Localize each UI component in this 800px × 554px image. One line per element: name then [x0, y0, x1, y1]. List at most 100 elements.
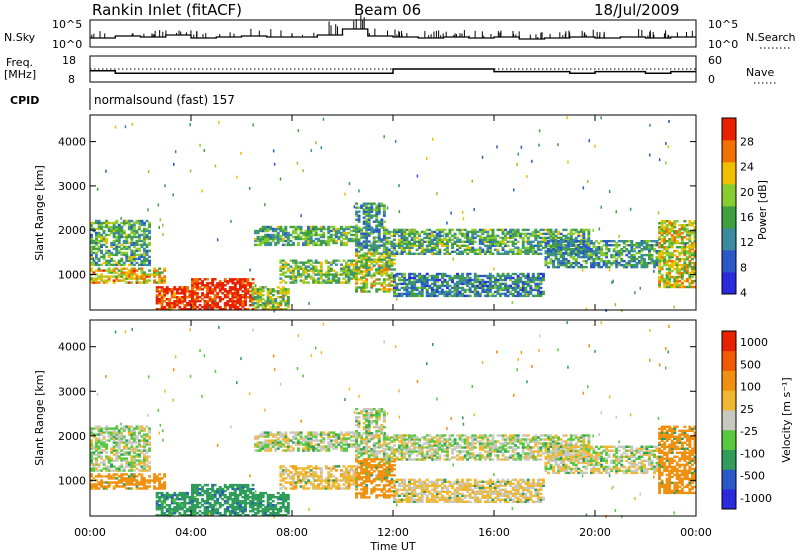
echo-cell	[206, 288, 209, 291]
echo-cell	[587, 228, 591, 232]
echo-cell	[100, 221, 103, 225]
echo-cell	[213, 306, 217, 309]
echo-cell	[410, 238, 414, 241]
echo-cell	[110, 435, 114, 438]
echo-cell	[438, 234, 442, 238]
echo-speck	[394, 139, 397, 143]
echo-cell	[160, 514, 164, 517]
echo-cell	[107, 275, 111, 278]
echo-cell	[478, 282, 482, 286]
echo-cell	[693, 242, 697, 245]
echo-cell	[387, 262, 391, 265]
echo-cell	[675, 277, 679, 281]
echo-cell	[660, 238, 664, 241]
echo-cell	[122, 447, 126, 450]
echo-cell	[254, 302, 257, 305]
echo-cell	[135, 261, 139, 265]
echo-cell	[468, 272, 472, 276]
echo-cell	[117, 223, 121, 227]
echo-cell	[688, 230, 692, 233]
echo-cell	[663, 236, 667, 239]
echo-cell	[206, 302, 209, 305]
echo-cell	[572, 238, 576, 241]
echo-cell	[663, 285, 667, 289]
echo-cell	[362, 274, 366, 277]
echo-cell	[438, 240, 442, 243]
echo-cell	[680, 226, 684, 229]
echo-cell	[693, 249, 697, 253]
echo-cell	[680, 242, 684, 245]
echo-cell	[526, 250, 530, 253]
echo-cell	[352, 265, 356, 268]
echo-cell	[90, 249, 93, 253]
echo-cell	[461, 272, 465, 276]
echo-cell	[380, 268, 384, 271]
echo-cell	[430, 290, 434, 294]
echo-cell	[281, 298, 285, 301]
echo-cell	[160, 308, 164, 311]
freq-tick-bottom: 8	[68, 73, 75, 86]
echo-cell	[115, 453, 119, 456]
echo-cell	[567, 244, 571, 247]
echo-cell	[410, 236, 414, 240]
echo-cell	[183, 491, 187, 495]
echo-cell	[622, 263, 626, 267]
echo-cell	[360, 282, 364, 285]
echo-cell	[572, 249, 576, 253]
echo-cell	[90, 233, 93, 237]
echo-cell	[163, 294, 167, 297]
echo-cell	[387, 274, 391, 277]
echo-cell	[140, 273, 144, 276]
echo-speck	[618, 234, 620, 238]
echo-cell	[127, 477, 131, 480]
echo-cell	[670, 228, 674, 231]
echo-cell	[461, 286, 465, 290]
echo-cell	[198, 483, 202, 487]
echo-cell	[466, 278, 470, 282]
echo-cell	[385, 266, 389, 269]
echo-cell	[435, 274, 439, 278]
echo-cell	[251, 308, 255, 311]
echo-cell	[186, 514, 189, 517]
echo-cell	[327, 231, 331, 235]
echo-cell	[175, 290, 179, 293]
echo-cell	[605, 244, 608, 247]
echo-cell	[473, 284, 477, 288]
echo-cell	[130, 241, 134, 245]
echo-cell	[425, 244, 429, 247]
echo-cell	[261, 294, 265, 297]
echo-cell	[670, 244, 674, 247]
echo-cell	[658, 251, 661, 255]
echo-cell	[635, 263, 639, 267]
echo-cell	[345, 241, 348, 245]
echo-cell	[105, 445, 109, 448]
echo-cell	[345, 243, 348, 247]
echo-cell	[441, 288, 444, 292]
echo-cell	[140, 469, 144, 472]
echo-cell	[105, 219, 109, 223]
echo-cell	[140, 451, 144, 454]
echo-cell	[355, 288, 358, 291]
echo-cell	[332, 273, 336, 276]
echo-cell	[375, 258, 379, 261]
echo-cell	[352, 237, 356, 241]
echo-cell	[90, 237, 93, 241]
echo-cell	[143, 445, 146, 448]
echo-cell	[211, 496, 215, 499]
echo-cell	[206, 286, 209, 289]
echo-cell	[148, 275, 151, 278]
echo-cell	[143, 461, 146, 464]
echo-cell	[494, 278, 497, 282]
echo-cell	[347, 227, 351, 231]
echo-cell	[610, 261, 614, 265]
echo-speck	[272, 149, 275, 153]
echo-cell	[471, 236, 475, 240]
echo-cell	[519, 278, 523, 282]
echo-cell	[256, 243, 260, 247]
echo-cell	[95, 427, 98, 430]
echo-cell	[100, 225, 103, 229]
echo-cell	[203, 284, 207, 287]
echo-cell	[322, 273, 326, 276]
echo-cell	[292, 261, 295, 264]
echo-cell	[269, 243, 273, 247]
